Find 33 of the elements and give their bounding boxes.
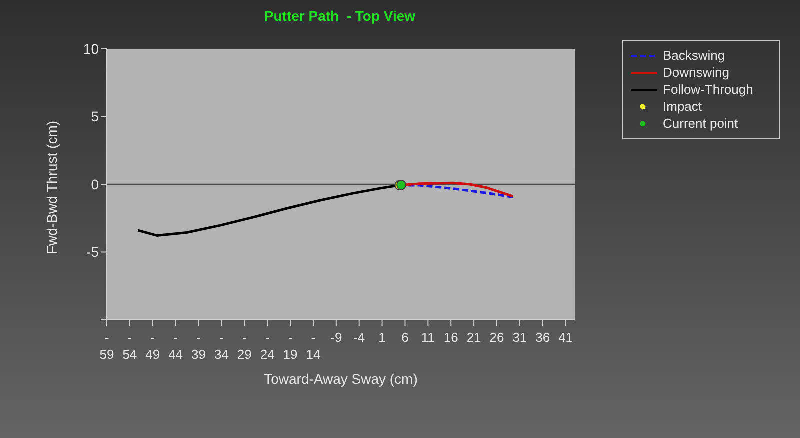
- x-axis-title: Toward-Away Sway (cm): [264, 371, 418, 387]
- x-tick-label: -9: [330, 330, 342, 345]
- x-tick-label: - 49: [146, 330, 160, 362]
- y-tick-label: 10: [83, 40, 100, 57]
- x-tick-label: 31: [512, 330, 528, 345]
- x-tick-label: 41: [558, 330, 574, 345]
- x-tick-label: - 24: [260, 330, 275, 362]
- chart-title: Putter Path - Top View: [263, 8, 417, 24]
- y-tick-label: 5: [91, 108, 100, 125]
- x-tick-label: - 34: [214, 330, 229, 362]
- legend-label: Impact: [663, 99, 702, 114]
- x-tick-label: - 14: [306, 330, 321, 362]
- x-tick-label: 21: [466, 330, 482, 345]
- legend-label: Current point: [663, 116, 738, 131]
- x-tick-label: - 39: [192, 330, 206, 362]
- x-tick-label: - 44: [168, 330, 184, 362]
- legend-label: Backswing: [663, 48, 726, 63]
- x-tick-label: 1: [378, 330, 386, 345]
- x-tick-label: - 19: [283, 330, 298, 362]
- legend-label: Downswing: [663, 65, 730, 80]
- y-tick-label: 0: [91, 176, 100, 192]
- x-tick-label: -4: [354, 330, 366, 345]
- x-tick-label: 36: [536, 330, 550, 345]
- x-tick-label: - 54: [122, 330, 138, 362]
- x-tick-label: - 29: [237, 330, 252, 362]
- x-tick-label: 6: [402, 330, 409, 345]
- x-tick-label: 26: [490, 330, 504, 345]
- x-tick-label: - 59: [100, 330, 114, 362]
- x-tick-label: 16: [444, 330, 458, 345]
- y-tick-label: -5: [86, 244, 100, 260]
- y-axis-title: Fwd-Bwd Thrust (cm): [44, 120, 60, 254]
- legend-label: Follow-Through: [663, 82, 754, 97]
- x-tick-label: 11: [421, 330, 435, 345]
